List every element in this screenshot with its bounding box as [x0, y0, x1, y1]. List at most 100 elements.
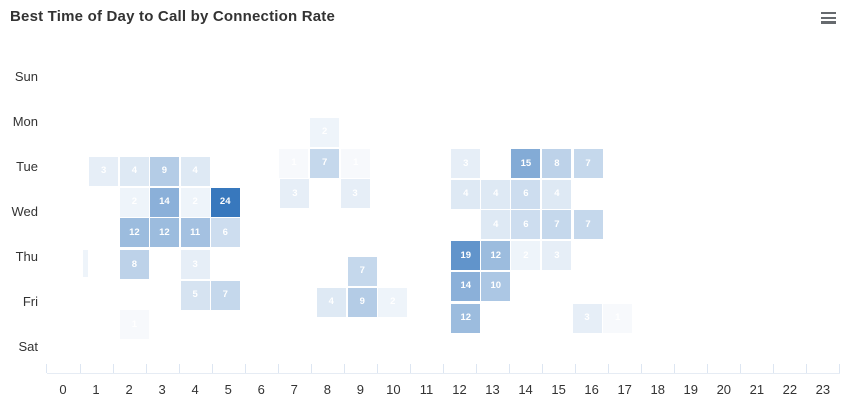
cell-value-label: 8: [131, 258, 137, 270]
cell-value-label: 9: [359, 296, 365, 308]
cell-value-label: 4: [192, 165, 198, 177]
x-axis-tick: [277, 364, 279, 373]
heatmap-cell[interactable]: 12: [481, 241, 511, 271]
heatmap-cell[interactable]: 14: [149, 187, 179, 217]
cell-value-label: 2: [192, 196, 198, 208]
x-tick-label: 23: [815, 382, 831, 397]
cell-value-label: 5: [192, 289, 198, 301]
heatmap-cell[interactable]: 7: [573, 210, 603, 240]
x-axis-tick: [509, 364, 511, 373]
cell-value-label: 3: [554, 249, 560, 261]
heatmap-cell[interactable]: 5: [180, 280, 210, 310]
heatmap-cell[interactable]: 12: [119, 218, 149, 248]
heatmap-cell[interactable]: 3: [542, 241, 572, 271]
heatmap-cell[interactable]: 7: [310, 148, 340, 178]
cell-value-label: 4: [554, 188, 560, 200]
x-tick-label: 1: [92, 382, 100, 397]
heatmap-cell[interactable]: 2: [511, 241, 541, 271]
y-day-label: Sat: [18, 339, 38, 355]
heatmap-cell[interactable]: 6: [210, 218, 240, 248]
x-axis-tick: [310, 364, 312, 373]
cell-value-label: 10: [490, 280, 502, 292]
heatmap-cell[interactable]: 7: [542, 210, 572, 240]
x-tick-label: 15: [551, 382, 566, 397]
x-tick-label: 2: [125, 382, 133, 397]
heatmap-cell[interactable]: 15: [511, 149, 541, 179]
heatmap-cell[interactable]: 12: [149, 218, 179, 248]
heatmap-cell[interactable]: 7: [210, 280, 240, 310]
cell-value-label: 12: [159, 226, 170, 238]
heatmap-cell[interactable]: 3: [89, 156, 119, 186]
heatmap-cell[interactable]: 3: [340, 179, 370, 209]
heatmap-cell[interactable]: 8: [542, 149, 572, 179]
heatmap-cell[interactable]: 3: [572, 303, 602, 333]
x-tick-label: 17: [617, 382, 632, 397]
heatmap-cell[interactable]: 3: [280, 179, 310, 209]
x-tick-label: 20: [716, 382, 732, 397]
cell-value-label: 4: [328, 296, 334, 308]
cell-value-label: 3: [292, 187, 298, 199]
heatmap-cell[interactable]: 4: [119, 156, 149, 186]
cell-value-label: 2: [390, 296, 396, 308]
cell-value-label: 1: [291, 157, 297, 169]
x-tick-label: 6: [257, 382, 265, 397]
cell-value-label: 7: [554, 218, 560, 230]
heatmap-cell[interactable]: 1: [341, 148, 371, 178]
x-axis-line: [46, 373, 840, 374]
heatmap-cell[interactable]: 4: [481, 210, 511, 240]
x-axis-tick: [740, 364, 742, 373]
heatmap-cell[interactable]: 14: [451, 271, 481, 301]
heatmap-cell[interactable]: 2: [180, 187, 210, 217]
heatmap-cell[interactable]: 19: [451, 241, 481, 271]
heatmap-cell[interactable]: 4: [180, 156, 210, 186]
cell-value-label: 3: [463, 157, 469, 169]
heatmap-cell[interactable]: 6: [511, 210, 541, 240]
heatmap-cell[interactable]: 3: [180, 250, 210, 280]
hamburger-icon: [820, 16, 836, 19]
cell-value-label: 6: [222, 226, 228, 238]
heatmap-cell[interactable]: 10: [481, 271, 511, 301]
heatmap-cell[interactable]: 7: [347, 256, 377, 286]
x-axis-tick: [542, 364, 544, 373]
heatmap-cell[interactable]: 11: [180, 218, 210, 248]
heatmap-cell[interactable]: 1: [279, 148, 309, 178]
x-tick-label: 9: [356, 382, 364, 397]
heatmap-cell[interactable]: 1: [603, 303, 633, 333]
cell-value-label: 15: [520, 157, 532, 169]
cell-value-label: 2: [322, 126, 328, 138]
x-axis-tick: [773, 364, 775, 373]
heatmap-cell[interactable]: 6: [511, 179, 541, 209]
heatmap-cell[interactable]: 1: [119, 310, 149, 340]
heatmap-cell[interactable]: 7: [573, 149, 603, 179]
heatmap-cell[interactable]: 4: [451, 179, 481, 209]
x-axis-tick: [79, 364, 81, 373]
chart-menu-button[interactable]: [816, 8, 840, 30]
heatmap-cell[interactable]: 12: [451, 303, 481, 333]
hamburger-icon: [820, 21, 836, 24]
y-day-label: Sun: [14, 69, 38, 84]
heatmap-cell[interactable]: 2: [119, 187, 149, 217]
y-day-label: Wed: [11, 204, 39, 220]
x-tick-label: 5: [224, 382, 232, 397]
heatmap-cell[interactable]: 2: [378, 287, 408, 317]
heatmap-cell[interactable]: 2: [310, 117, 340, 147]
heatmap-cell[interactable]: 3: [451, 149, 481, 179]
cell-value-label: 4: [493, 188, 499, 200]
x-axis-tick: [211, 364, 213, 373]
x-tick-label: 12: [452, 382, 467, 397]
heatmap-cell[interactable]: 4: [542, 179, 572, 209]
x-tick-label: 4: [191, 382, 199, 397]
cell-value-label: 1: [615, 312, 621, 324]
heatmap-cell[interactable]: 24: [210, 187, 240, 217]
x-tick-label: 21: [749, 382, 765, 397]
heatmap-cell[interactable]: 4: [316, 287, 346, 317]
x-tick-label: 3: [158, 382, 166, 397]
x-axis-tick: [608, 364, 610, 373]
x-axis-tick: [112, 364, 114, 373]
heatmap-cell[interactable]: 8: [119, 250, 149, 280]
cell-value-label: 3: [192, 258, 198, 270]
heatmap-cell[interactable]: 9: [149, 156, 179, 186]
heatmap-cell[interactable]: 9: [347, 287, 377, 317]
heatmap-cell[interactable]: 4: [481, 179, 511, 209]
